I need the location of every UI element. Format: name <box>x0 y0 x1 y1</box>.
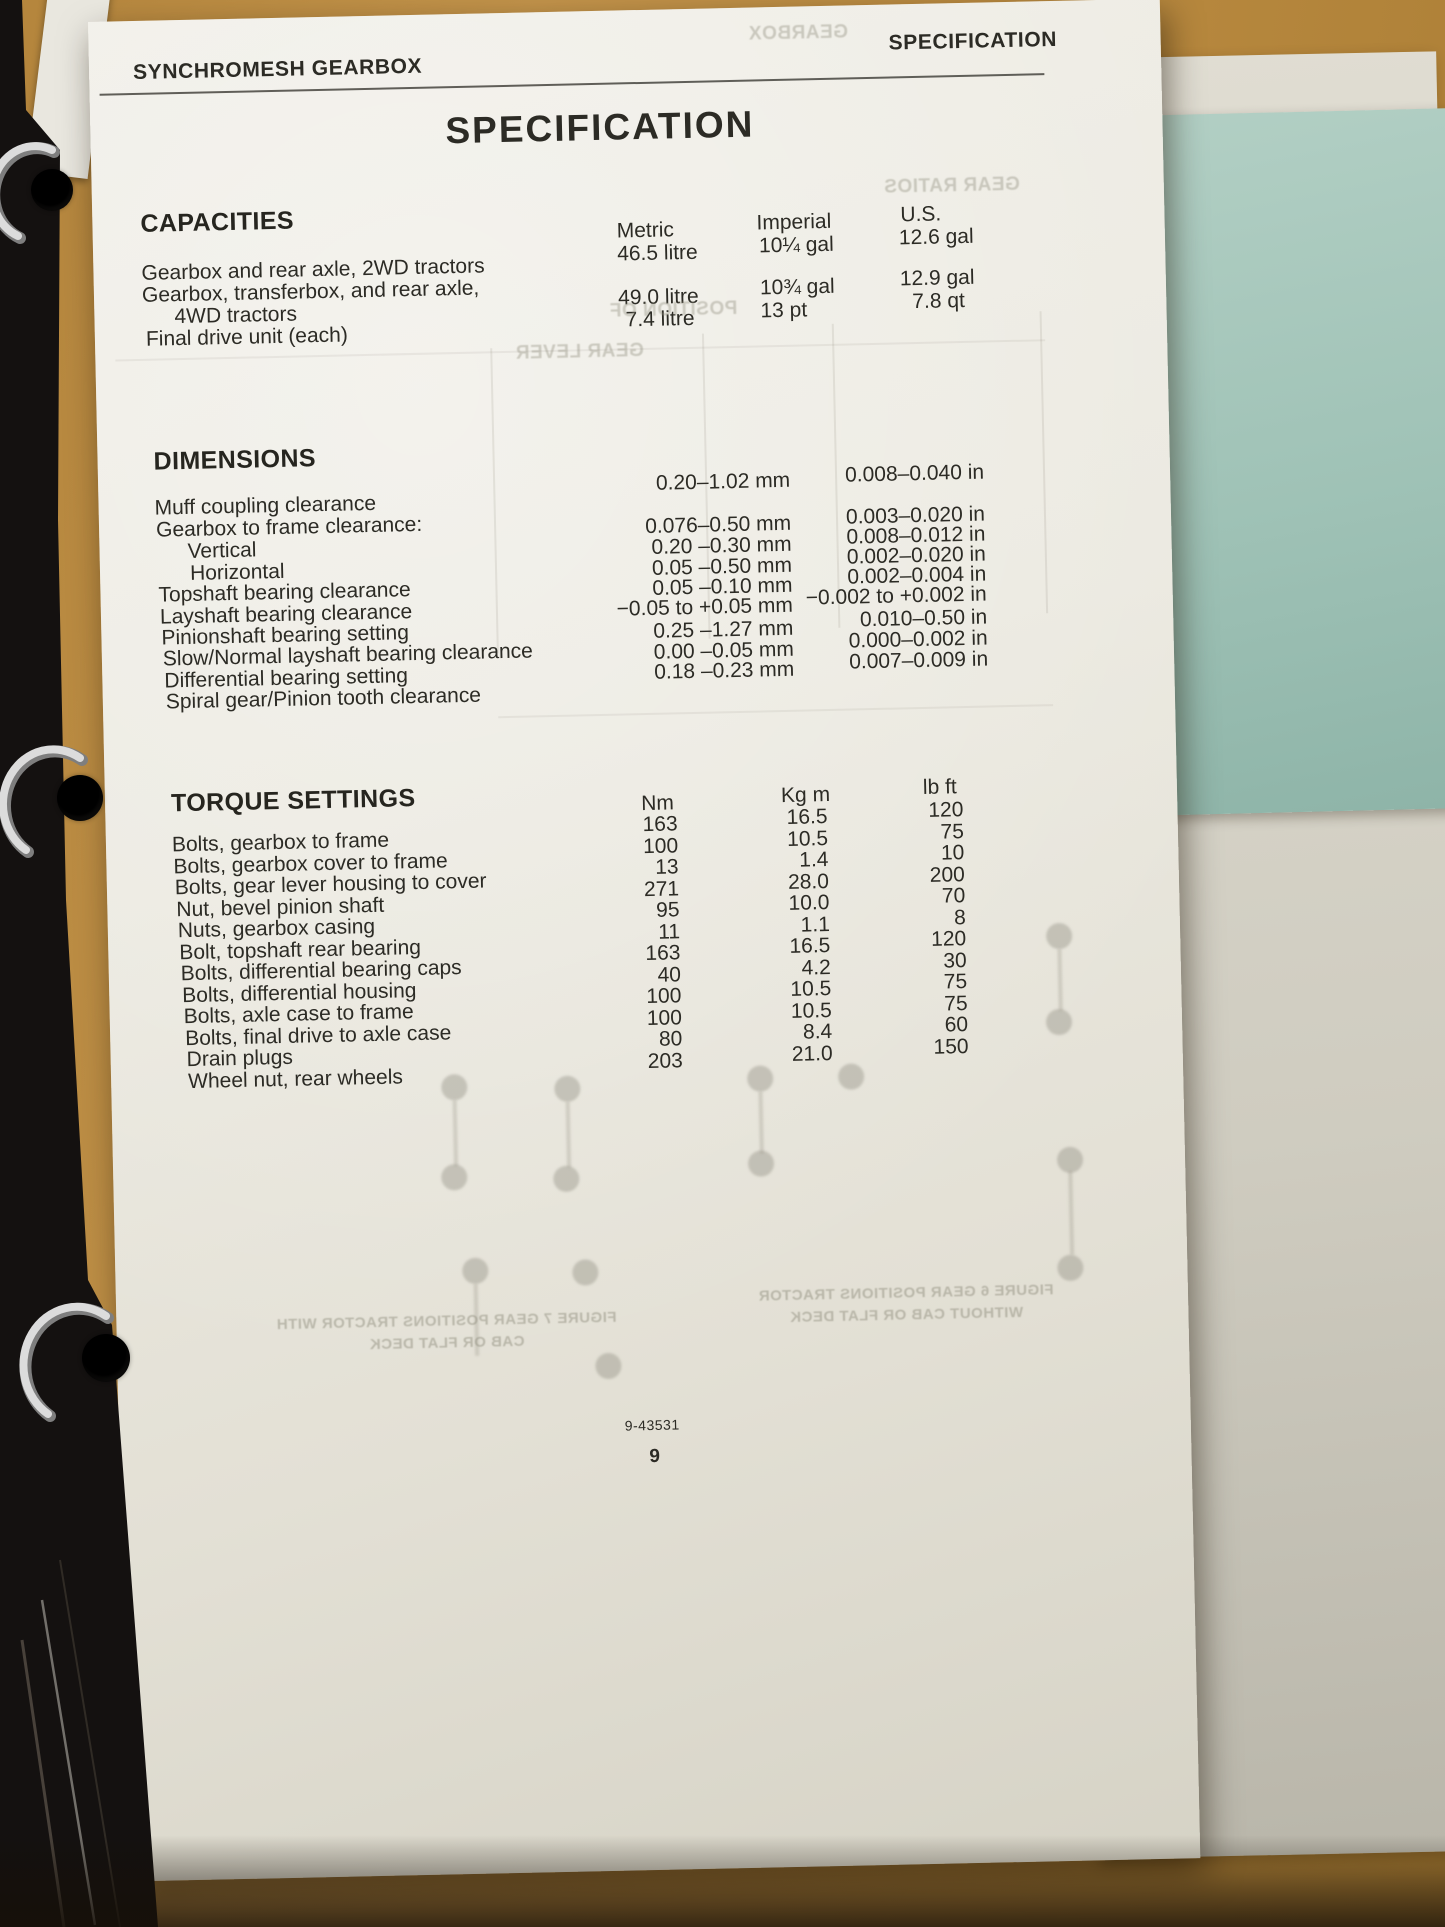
capacities-value-imperial: 10¾ gal <box>759 274 835 300</box>
ghost-text: POSITION OF <box>609 297 738 322</box>
ghost-diagram-dot <box>1045 922 1073 950</box>
ghost-diagram-dot <box>837 1063 865 1090</box>
manual-page: SYNCHROMESH GEARBOX SPECIFICATION SPECIF… <box>88 0 1201 1882</box>
torque-value-kgm: 21.0 <box>791 1042 833 1066</box>
ghost-diagram-dot <box>1045 1008 1073 1036</box>
ghost-caption: FIGURE 6 GEAR POSITIONS TRACTOR <box>758 1281 1054 1305</box>
binder-hole <box>31 169 73 211</box>
capacities-value-us: 12.6 gal <box>898 224 974 250</box>
page-bottom-shadow <box>0 1835 1445 1927</box>
torque-value-nm: 203 <box>647 1049 684 1074</box>
capacities-row-label: Gearbox, transferbox, and rear axle, <box>141 276 480 307</box>
ghost-text: GEAR RATIOS <box>883 173 1021 198</box>
ghost-diagram-stem <box>1057 948 1063 1012</box>
ghost-diagram-dot <box>554 1075 581 1103</box>
capacities-value-metric: 46.5 litre <box>616 240 698 266</box>
ghost-diagram-stem <box>1068 1170 1075 1255</box>
capacities-value-imperial: 10¼ gal <box>758 232 835 258</box>
ghost-diagram-dot <box>747 1150 775 1177</box>
ghost-diagram-dot <box>595 1352 622 1380</box>
ghost-diagram-dot <box>462 1257 489 1285</box>
binder-hole <box>57 775 103 821</box>
dimension-value-inches: 0.007–0.009 in <box>848 647 989 674</box>
capacities-col-us: U.S. <box>900 202 942 227</box>
ghost-grid-line <box>1039 311 1049 614</box>
ghost-diagram-dot <box>572 1259 599 1286</box>
page-title: SPECIFICATION <box>445 103 755 152</box>
dimension-row-label: Vertical <box>187 538 257 563</box>
ghost-diagram-dot <box>1056 1146 1084 1174</box>
capacities-value-imperial: 13 pt <box>760 298 808 323</box>
ghost-diagram-dot <box>1057 1254 1084 1282</box>
footer-doc-number: 9-43531 <box>624 1416 680 1434</box>
torque-col-lbft: lb ft <box>922 775 957 799</box>
capacities-row-label: Final drive unit (each) <box>145 323 349 351</box>
ghost-caption: WITHOUT CAB OR FLAT DECK <box>789 1303 1024 1326</box>
ghost-diagram-dot <box>441 1073 468 1101</box>
ghost-diagram-stem <box>565 1101 572 1168</box>
ghost-text: GEARBOX <box>748 21 849 45</box>
capacities-col-imperial: Imperial <box>756 209 832 235</box>
torque-row-label: Wheel nut, rear wheels <box>187 1065 404 1094</box>
capacities-value-us: 7.8 qt <box>912 288 966 314</box>
ghost-grid-line <box>498 704 1054 719</box>
ghost-text: GEAR LEVER <box>515 339 645 364</box>
torque-col-kgm: Kg m <box>780 782 831 808</box>
dimension-value-inches: 0.008–0.040 in <box>844 460 985 487</box>
torque-value-lbft: 70 <box>941 884 966 908</box>
ghost-diagram-stem <box>473 1283 480 1356</box>
dimension-row-label: Spiral gear/Pinion tooth clearance <box>165 683 482 714</box>
page-header-left: SYNCHROMESH GEARBOX <box>132 54 423 85</box>
page-header-right: SPECIFICATION <box>888 27 1058 55</box>
footer-page-number: 9 <box>649 1445 661 1468</box>
ghost-diagram-dot <box>553 1165 580 1193</box>
torque-heading: TORQUE SETTINGS <box>170 784 416 818</box>
torque-row-label: Bolts, final drive to axle case <box>184 1021 452 1051</box>
dimension-row-label: Gearbox to frame clearance: <box>155 512 423 542</box>
ghost-grid-line <box>490 348 499 654</box>
ghost-diagram-stem <box>758 1091 764 1154</box>
binder-hole <box>82 1334 130 1382</box>
capacities-col-metric: Metric <box>616 218 675 243</box>
ghost-diagram-stem <box>452 1100 459 1167</box>
dimensions-heading: DIMENSIONS <box>153 444 317 476</box>
capacities-value-us: 12.9 gal <box>899 265 975 291</box>
ghost-diagram-dot <box>746 1065 774 1092</box>
capacities-heading: CAPACITIES <box>140 206 295 238</box>
torque-value-lbft: 150 <box>933 1035 969 1059</box>
ghost-diagram-dot <box>441 1164 468 1191</box>
